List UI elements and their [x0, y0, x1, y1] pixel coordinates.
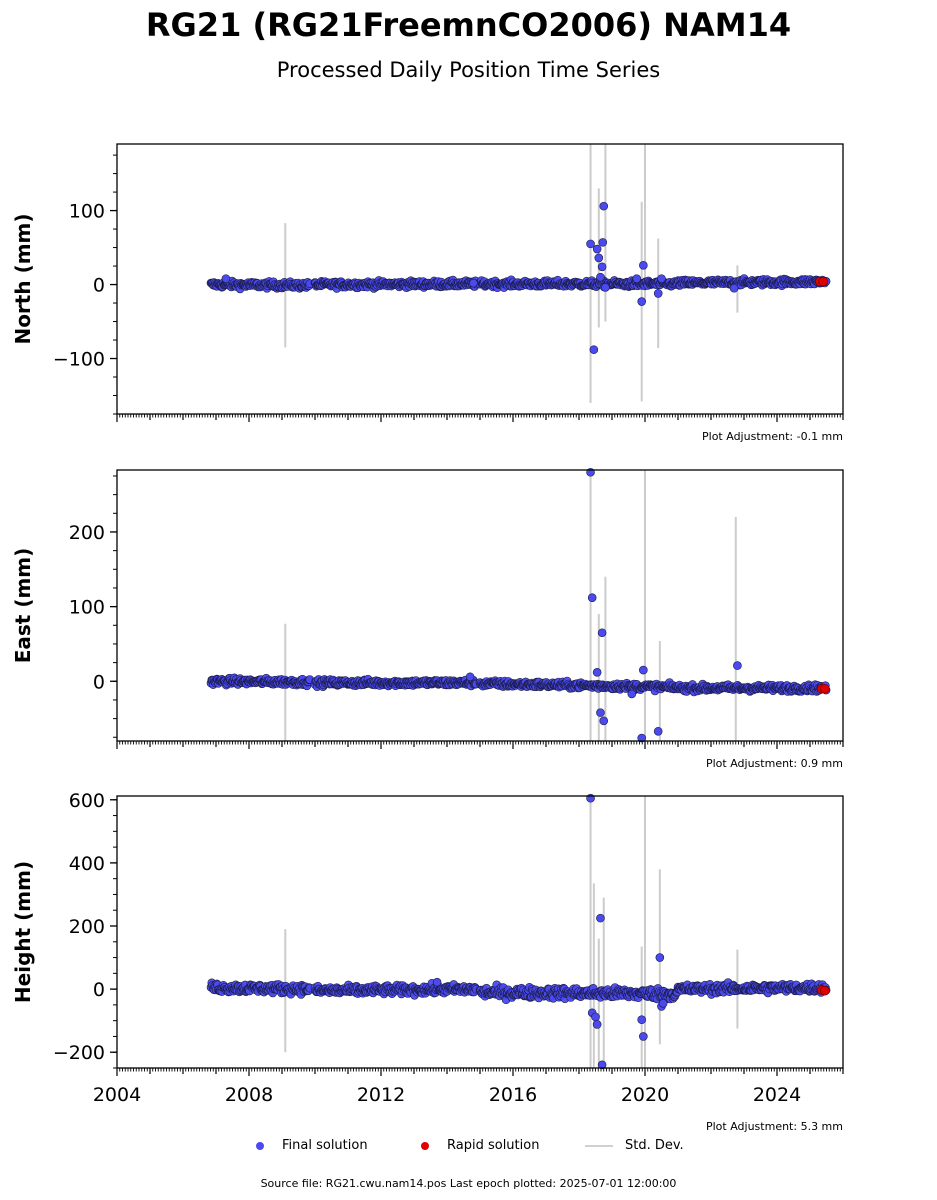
final-outlier-point [597, 262, 607, 272]
final-outlier-point [586, 239, 595, 249]
final-outlier-point [637, 733, 647, 743]
plot-adjustment-label: Plot Adjustment: 0.9 mm [706, 757, 843, 770]
x-tick-label: 2020 [621, 1084, 669, 1106]
legend: Final solution Rapid solution Std. Dev. [0, 1138, 937, 1158]
y-tick-label: 100 [69, 201, 105, 223]
x-tick-label: 2012 [357, 1084, 405, 1106]
rapid-point [820, 985, 830, 996]
plot-adjustment-label: Plot Adjustment: 5.3 mm [706, 1120, 843, 1133]
final-outlier-point [655, 953, 665, 962]
legend-final-label: Final solution [282, 1138, 368, 1153]
y-axis-label: Height (mm) [11, 861, 35, 1003]
y-axis-label: North (mm) [11, 213, 35, 344]
final-outlier-point [597, 1060, 607, 1070]
y-tick-label: 400 [69, 853, 105, 875]
y-tick-label: 100 [69, 597, 105, 619]
final-outlier-point [639, 261, 648, 270]
final-outlier-point [598, 238, 608, 247]
final-outlier-point [596, 708, 605, 717]
final-outlier-point [729, 283, 739, 293]
panel-2: −200 0 200 400 600 Height (mm) 2004 2008 2012 201… [11, 790, 844, 1133]
y-tick-label: 0 [93, 671, 105, 693]
y-tick-label: 0 [93, 979, 105, 1001]
footer-source: Source file: RG21.cwu.nam14.pos Last epo… [260, 1177, 677, 1190]
final-outlier-point [596, 272, 605, 282]
final-outlier-point [432, 977, 442, 987]
final-outlier-point [599, 716, 609, 726]
rapid-point [818, 276, 829, 287]
page-subtitle: Processed Daily Position Time Series [276, 58, 661, 82]
final-outlier-point [658, 999, 668, 1008]
rapid-point [820, 683, 830, 694]
final-outlier-point [469, 278, 478, 288]
legend-rapid: Rapid solution [421, 1138, 539, 1153]
final-outlier-point [601, 283, 610, 292]
final-outlier-point [596, 913, 605, 923]
final-outlier-point [592, 244, 602, 254]
x-tick-label: 2008 [225, 1084, 273, 1106]
panel-0: −100 0 100 North (mm) Plot Adjustment: -0.1 … [11, 143, 844, 443]
page-title: RG21 (RG21FreemnCO2006) NAM14 [145, 6, 792, 44]
final-outlier-point [657, 274, 666, 283]
std-dev-line-icon [585, 1144, 613, 1147]
final-solution-marker-icon [256, 1141, 264, 1150]
final-outlier-point [637, 297, 647, 306]
y-tick-label: 200 [69, 916, 105, 938]
final-outlier-point [591, 1012, 600, 1022]
rapid-solution-marker-icon [421, 1141, 429, 1150]
final-outlier-point [594, 253, 604, 263]
y-tick-label: −100 [53, 349, 105, 371]
y-axis-label: East (mm) [11, 548, 35, 664]
final-outlier-point [597, 628, 607, 638]
final-outlier-point [627, 689, 637, 699]
y-tick-label: 200 [69, 522, 105, 544]
x-tick-label: 2016 [489, 1084, 537, 1106]
final-outlier-point [733, 661, 742, 670]
final-outlier-point [637, 1015, 647, 1025]
y-tick-label: 600 [69, 790, 105, 812]
final-outlier-point [632, 274, 642, 283]
final-outlier-point [653, 726, 663, 736]
final-outlier-point [599, 201, 609, 211]
y-tick-label: 0 [93, 275, 105, 297]
final-outlier-point [639, 665, 648, 675]
final-outlier-point [592, 1020, 602, 1029]
panel-1: 0 100 200 East (mm) Plot Adjustment: 0.9 mm [11, 467, 844, 770]
legend-stddev: Std. Dev. [585, 1138, 684, 1153]
legend-final: Final solution [256, 1138, 368, 1153]
legend-rapid-label: Rapid solution [447, 1138, 540, 1153]
final-outlier-point [592, 668, 602, 677]
final-outlier-point [589, 345, 599, 354]
y-tick-label: −200 [53, 1042, 105, 1064]
final-outlier-point [221, 274, 231, 283]
legend-std-label: Std. Dev. [625, 1138, 684, 1153]
plot-adjustment-label: Plot Adjustment: -0.1 mm [702, 430, 843, 443]
x-tick-label: 2004 [93, 1084, 141, 1106]
final-outlier-point [653, 289, 663, 298]
final-outlier-point [465, 672, 475, 682]
final-outlier-point [639, 1032, 648, 1041]
panel-frame [116, 795, 844, 1069]
final-outlier-point [587, 593, 597, 602]
x-tick-label: 2024 [753, 1084, 801, 1106]
panel-frame [116, 469, 844, 742]
